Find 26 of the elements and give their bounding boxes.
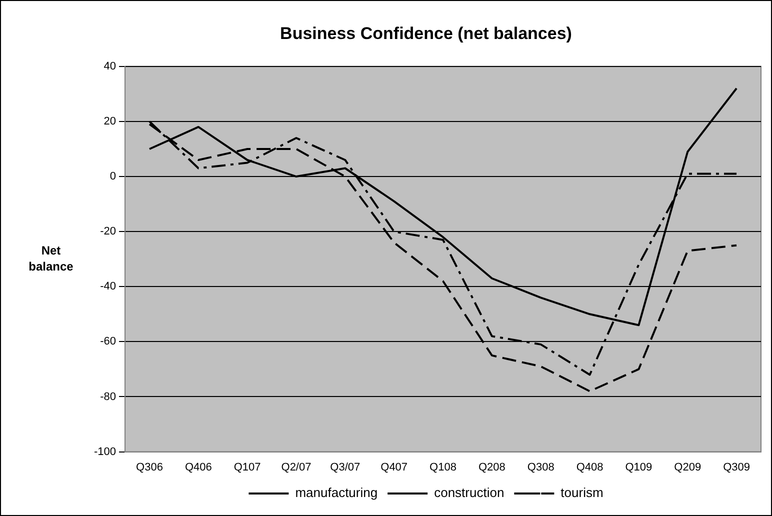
legend-label: manufacturing	[295, 485, 378, 500]
y-tick-label: -40	[100, 280, 116, 293]
x-tick-label: Q407	[380, 461, 408, 474]
y-tick-label: 20	[104, 115, 116, 128]
x-tick-label: Q408	[576, 461, 604, 474]
legend-label: construction	[434, 485, 504, 500]
x-tick-label: Q309	[723, 461, 750, 474]
x-tick-label: Q308	[527, 461, 554, 474]
x-tick-label: Q108	[430, 461, 456, 474]
x-tick-label: Q3/07	[330, 461, 360, 474]
legend-label: tourism	[560, 485, 604, 500]
x-tick-label: Q109	[625, 461, 652, 474]
x-tick-label: Q107	[234, 461, 261, 474]
x-tick-label: Q208	[478, 461, 506, 474]
y-tick-label: -100	[94, 446, 116, 458]
x-tick-label: Q306	[136, 461, 163, 474]
chart-title: Business Confidence (net balances)	[280, 24, 572, 43]
x-tick-label: Q2/07	[281, 461, 312, 474]
y-tick-label: -80	[100, 390, 116, 403]
y-tick-label: -20	[100, 226, 116, 238]
x-tick-label: Q406	[184, 461, 212, 474]
y-tick-label: -60	[100, 336, 116, 348]
y-axis-title: Net balance	[28, 243, 74, 274]
y-tick-label: 0	[110, 170, 116, 183]
x-tick-label: Q209	[674, 461, 702, 474]
y-tick-label: 40	[104, 60, 116, 72]
